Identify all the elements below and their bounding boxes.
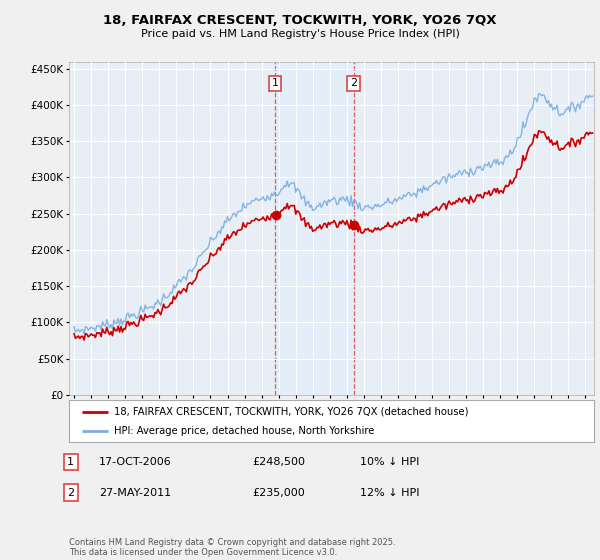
- Text: HPI: Average price, detached house, North Yorkshire: HPI: Average price, detached house, Nort…: [113, 426, 374, 436]
- Text: 12% ↓ HPI: 12% ↓ HPI: [360, 488, 419, 498]
- Bar: [275, 62, 354, 395]
- Text: £235,000: £235,000: [252, 488, 305, 498]
- Text: 1: 1: [272, 78, 278, 88]
- Text: £248,500: £248,500: [252, 457, 305, 467]
- Text: 18, FAIRFAX CRESCENT, TOCKWITH, YORK, YO26 7QX (detached house): 18, FAIRFAX CRESCENT, TOCKWITH, YORK, YO…: [113, 407, 468, 417]
- Text: Contains HM Land Registry data © Crown copyright and database right 2025.
This d: Contains HM Land Registry data © Crown c…: [69, 538, 395, 557]
- Text: Price paid vs. HM Land Registry's House Price Index (HPI): Price paid vs. HM Land Registry's House …: [140, 29, 460, 39]
- Text: 17-OCT-2006: 17-OCT-2006: [99, 457, 172, 467]
- Text: 27-MAY-2011: 27-MAY-2011: [99, 488, 171, 498]
- Text: 1: 1: [67, 457, 74, 467]
- Text: 18, FAIRFAX CRESCENT, TOCKWITH, YORK, YO26 7QX: 18, FAIRFAX CRESCENT, TOCKWITH, YORK, YO…: [103, 14, 497, 27]
- Text: 10% ↓ HPI: 10% ↓ HPI: [360, 457, 419, 467]
- Text: 2: 2: [350, 78, 358, 88]
- Text: 2: 2: [67, 488, 74, 498]
